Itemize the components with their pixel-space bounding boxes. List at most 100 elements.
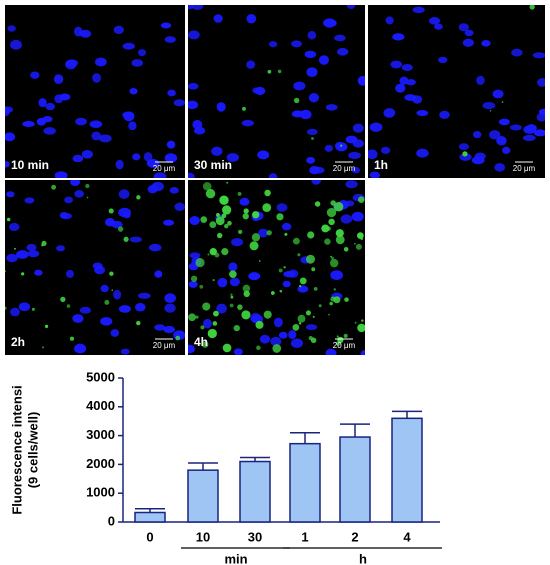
nucleus [122,212,131,219]
green-signal [51,184,57,190]
nucleus [70,180,81,186]
nucleus [72,154,84,163]
nucleus [22,120,35,128]
nucleus [100,316,113,326]
nucleus [439,110,450,119]
green-signal [175,335,181,341]
green-signal [279,289,283,293]
green-signal [292,323,300,331]
green-signal [266,230,272,236]
x-tick-label: 30 [248,529,262,544]
nucleus [120,348,130,355]
green-signal [354,242,356,245]
green-signal [14,247,16,250]
nucleus [290,338,304,349]
nucleus [308,92,320,103]
bar [289,442,321,523]
green-signal [111,289,114,292]
nucleus [129,236,142,243]
scale-label: 20 μm [513,164,536,173]
nucleus [405,79,416,86]
scale-label: 20 μm [153,341,176,350]
green-signal [214,252,220,258]
nucleus [345,180,358,189]
nucleus [53,74,64,84]
nucleus [526,124,537,133]
nucleus [118,189,130,199]
green-signal [136,320,141,326]
nucleus [536,78,545,87]
green-signal [237,191,242,196]
nucleus [369,171,381,178]
green-signal [529,5,535,10]
nucleus [110,329,120,337]
nucleus [34,269,43,276]
x-tick-label: 0 [146,529,153,544]
green-signal [312,315,315,318]
image-background [5,5,185,178]
nucleus [489,130,501,140]
nucleus [291,40,303,48]
nucleus [10,307,20,317]
green-signal [117,226,124,232]
green-signal [227,220,232,226]
green-signal [222,343,232,353]
nucleus [188,280,198,288]
nucleus [330,270,344,281]
nucleus [163,325,176,334]
nucleus [324,19,337,28]
nucleus [9,39,23,50]
y-tick-label: 3000 [86,427,115,442]
bar [391,417,423,523]
green-signal [243,208,249,214]
nucleus [154,324,166,331]
green-signal [272,344,282,353]
nucleus [188,344,195,354]
nucleus [123,111,135,122]
nucleus [143,152,153,162]
green-signal [108,208,114,214]
nucleus [146,159,160,168]
nucleus [268,173,278,178]
green-signal [298,322,302,325]
nucleus [65,59,77,70]
nucleus [24,197,35,204]
nucleus [344,200,355,207]
x-tick-label: 4 [403,529,411,544]
green-signal [213,310,219,317]
nucleus [233,348,243,355]
green-signal [333,288,336,291]
y-tick-label: 2000 [86,456,115,471]
nucleus [65,269,74,279]
nucleus [7,25,16,32]
green-signal [326,207,337,218]
nucleus [226,153,240,162]
bar [239,460,271,523]
green-signal [241,310,251,320]
green-signal [335,235,345,245]
nucleus [122,42,135,50]
green-signal [354,321,357,324]
nucleus [164,293,176,304]
nucleus [304,50,317,59]
nucleus [229,277,240,287]
nucleus [151,181,164,192]
nucleus [203,318,212,329]
green-signal [305,310,312,316]
nucleus [135,302,146,312]
nucleus [113,25,124,35]
green-signal [297,253,301,257]
nucleus [307,31,317,40]
nucleus [79,306,92,314]
nucleus [270,336,282,347]
nucleus [98,134,112,143]
green-signal [212,321,218,326]
green-signal [328,218,335,226]
green-signal [221,213,227,219]
green-signal [294,97,300,104]
green-signal [292,237,300,245]
nucleus [188,100,199,110]
green-signal [255,320,264,329]
x-tick-label: 10 [196,529,210,544]
nucleus [94,265,106,275]
